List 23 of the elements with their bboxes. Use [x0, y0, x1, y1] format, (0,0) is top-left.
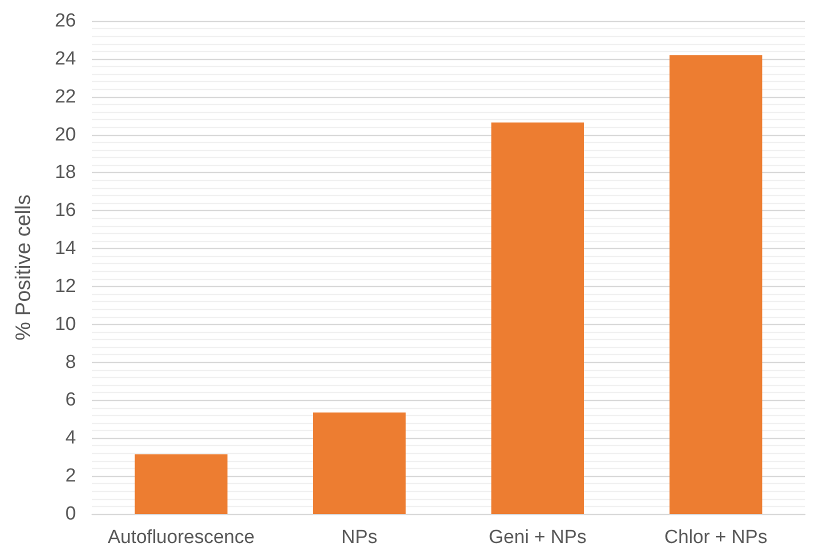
bar — [134, 454, 228, 514]
y-tick-label: 24 — [54, 48, 76, 70]
y-tick-label: 14 — [54, 238, 76, 260]
y-tick-label: 26 — [54, 10, 76, 32]
y-tick-label: 18 — [54, 162, 76, 184]
y-tick-label: 20 — [54, 124, 76, 146]
y-tick-label: 10 — [54, 314, 76, 335]
y-tick-label: 6 — [65, 390, 76, 411]
bar — [670, 55, 762, 514]
y-tick-label: 2 — [65, 466, 76, 487]
y-tick-label: 16 — [54, 200, 76, 222]
bar — [313, 412, 406, 514]
y-tick-label: 12 — [54, 276, 76, 297]
y-tick-label: 0 — [65, 504, 76, 524]
x-tick-label: Chlor + NPs — [664, 527, 768, 548]
x-tick-label: Geni + NPs — [488, 527, 586, 548]
bar — [491, 122, 584, 514]
y-axis-title: % Positive cells — [12, 194, 35, 340]
x-tick-label: Autofluorescence — [108, 527, 255, 548]
y-tick-label: 8 — [65, 352, 76, 373]
y-tick-label: 4 — [65, 428, 76, 449]
y-tick-label: 22 — [54, 86, 76, 108]
x-tick-label: NPs — [341, 527, 378, 548]
